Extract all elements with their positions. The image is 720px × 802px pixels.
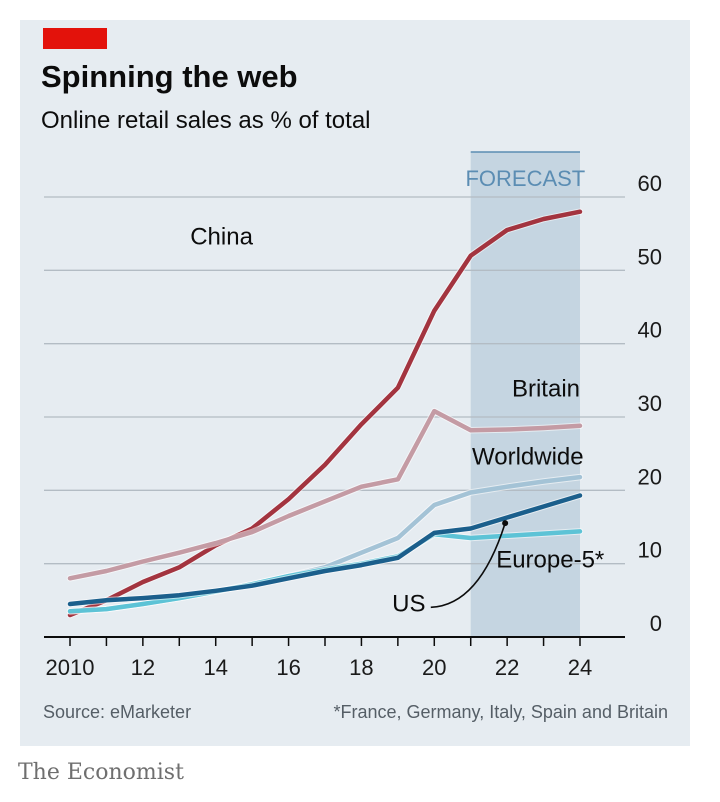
x-tick-label: 18 bbox=[349, 655, 373, 680]
y-tick-label: 30 bbox=[638, 391, 662, 416]
series-label: US bbox=[392, 590, 425, 617]
series-label: Britain bbox=[512, 375, 580, 402]
y-tick-label: 0 bbox=[650, 611, 662, 636]
series-label: China bbox=[190, 224, 253, 251]
y-tick-label: 20 bbox=[638, 464, 662, 489]
series-line-britain bbox=[67, 408, 583, 581]
chart-subtitle: Online retail sales as % of total bbox=[41, 107, 371, 134]
y-tick-label: 60 bbox=[638, 171, 662, 196]
forecast-label: FORECAST bbox=[465, 166, 585, 191]
x-tick-label: 2010 bbox=[46, 655, 95, 680]
series-line-china bbox=[67, 209, 583, 618]
x-tick-label: 12 bbox=[131, 655, 155, 680]
series-line-us bbox=[67, 493, 583, 607]
x-tick-label: 20 bbox=[422, 655, 446, 680]
x-tick-label: 14 bbox=[203, 655, 227, 680]
forecast-band bbox=[470, 152, 580, 637]
footnote: *France, Germany, Italy, Spain and Brita… bbox=[333, 702, 669, 722]
publisher-brand: The Economist bbox=[18, 760, 184, 785]
x-tick-label: 16 bbox=[276, 655, 300, 680]
brand-red-tag bbox=[43, 28, 107, 49]
us-callout-dot bbox=[502, 520, 509, 527]
x-tick-label: 24 bbox=[568, 655, 592, 680]
chart-title: Spinning the web bbox=[41, 59, 298, 94]
us-callout-leader bbox=[430, 522, 506, 609]
y-tick-label: 40 bbox=[638, 318, 662, 343]
series-label: Europe-5* bbox=[496, 546, 604, 573]
y-tick-label: 10 bbox=[638, 538, 662, 563]
x-tick-label: 22 bbox=[495, 655, 519, 680]
y-tick-label: 50 bbox=[638, 244, 662, 269]
source-note: Source: eMarketer bbox=[43, 702, 192, 722]
series-label: Worldwide bbox=[472, 444, 584, 471]
